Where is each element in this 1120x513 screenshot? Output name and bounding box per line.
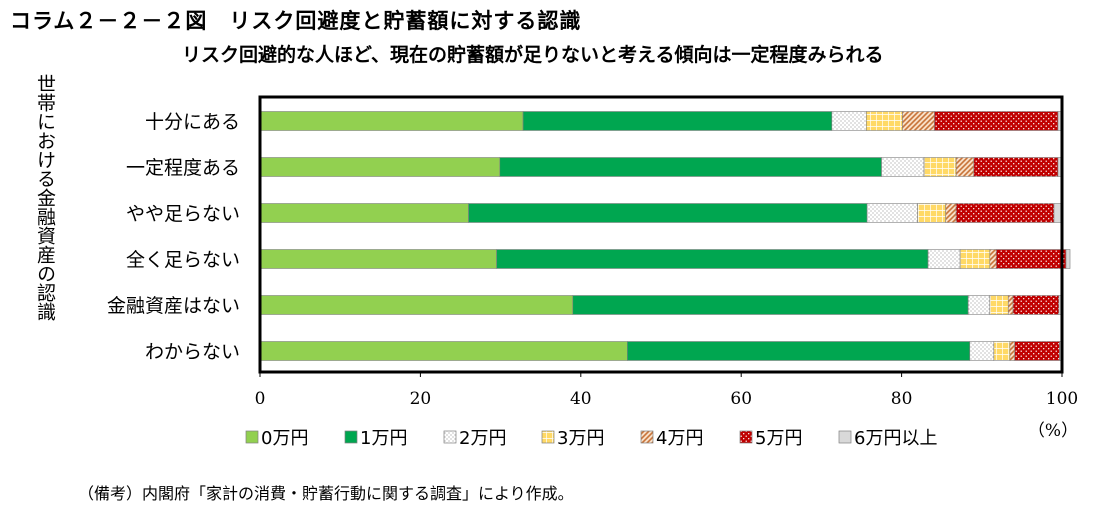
bar-segment-6-5	[1009, 341, 1015, 361]
source-note: （備考）内閣府「家計の消費・貯蓄行動に関する調査」により作成。	[78, 484, 574, 503]
bar-segment-1-5	[902, 111, 935, 131]
bar-segment-2-1	[259, 157, 501, 177]
x-axis-unit: （%）	[1028, 421, 1078, 441]
plot-frame	[258, 95, 1064, 374]
bar-segment-5-5	[1007, 295, 1014, 315]
x-tick-label: 40	[570, 389, 592, 409]
bar-segment-2-4	[923, 157, 957, 177]
bar-segment-1-3	[831, 111, 867, 131]
bar-segment-5-6	[1012, 295, 1060, 315]
bar-segment-2-5	[955, 157, 975, 177]
legend-label: 3万円	[557, 428, 604, 449]
bar-segment-6-3	[969, 341, 995, 361]
bar-segment-2-2	[499, 157, 882, 177]
x-tick-label: 60	[730, 389, 752, 409]
legend-label: 2万円	[459, 428, 506, 449]
bar-segment-2-3	[881, 157, 925, 177]
legend-swatch	[344, 430, 358, 444]
legend-label: 5万円	[755, 428, 802, 449]
bar-segment-5-1	[259, 295, 574, 315]
legend-swatch	[838, 430, 852, 444]
bar-segment-6-1	[259, 341, 628, 361]
bar-segment-1-1	[259, 111, 524, 131]
bar-segment-6-2	[627, 341, 971, 361]
legend-swatch	[443, 430, 457, 444]
category-label: 十分にある	[145, 111, 240, 133]
bar-segment-4-4	[959, 249, 991, 269]
bar-segment-1-2	[522, 111, 833, 131]
x-tick-label: 100	[1046, 389, 1078, 409]
x-tick-label: 80	[891, 389, 913, 409]
legend-label: 6万円以上	[854, 428, 937, 449]
bar-segment-4-2	[496, 249, 929, 269]
bar-segment-3-3	[866, 203, 918, 223]
bar-segment-3-2	[468, 203, 868, 223]
x-tick-label: 0	[255, 389, 266, 409]
legend-label: 1万円	[360, 428, 407, 449]
bar-segment-4-3	[927, 249, 961, 269]
bar-segment-2-6	[973, 157, 1059, 177]
bar-segment-3-1	[259, 203, 469, 223]
legend-label: 0万円	[261, 428, 308, 449]
bar-segment-4-7	[1065, 249, 1071, 269]
bar-segment-6-4	[993, 341, 1011, 361]
x-tick-label: 20	[410, 389, 432, 409]
bar-segment-1-4	[866, 111, 903, 131]
bar-segment-5-4	[989, 295, 1009, 315]
category-label: 金融資産はない	[107, 295, 240, 317]
bar-segment-3-5	[945, 203, 957, 223]
chart-title: コラム２－２－２図 リスク回避度と貯蓄額に対する認識	[10, 9, 582, 33]
category-label: 全く足らない	[126, 249, 240, 271]
y-axis-label: 世帯における金融資産の認識	[34, 74, 56, 321]
bar-segment-4-1	[259, 249, 497, 269]
legend-swatch	[245, 430, 259, 444]
legend-swatch	[640, 430, 654, 444]
category-label: やや足らない	[126, 203, 240, 225]
bar-segment-5-3	[967, 295, 991, 315]
legend-swatch	[541, 430, 555, 444]
bar-segment-4-6	[995, 249, 1067, 269]
bar-segment-1-6	[934, 111, 1059, 131]
legend-label: 4万円	[656, 428, 703, 449]
bar-segment-3-6	[955, 203, 1055, 223]
category-label: 一定程度ある	[126, 157, 240, 179]
category-label: わからない	[145, 341, 240, 363]
bar-segment-3-4	[917, 203, 947, 223]
bar-segment-4-5	[989, 249, 997, 269]
legend-swatch	[739, 430, 753, 444]
chart-subtitle: リスク回避的な人ほど、現在の貯蓄額が足りないと考える傾向は一定程度みられる	[182, 44, 884, 66]
bar-segment-5-2	[572, 295, 969, 315]
bar-segment-6-6	[1014, 341, 1060, 361]
